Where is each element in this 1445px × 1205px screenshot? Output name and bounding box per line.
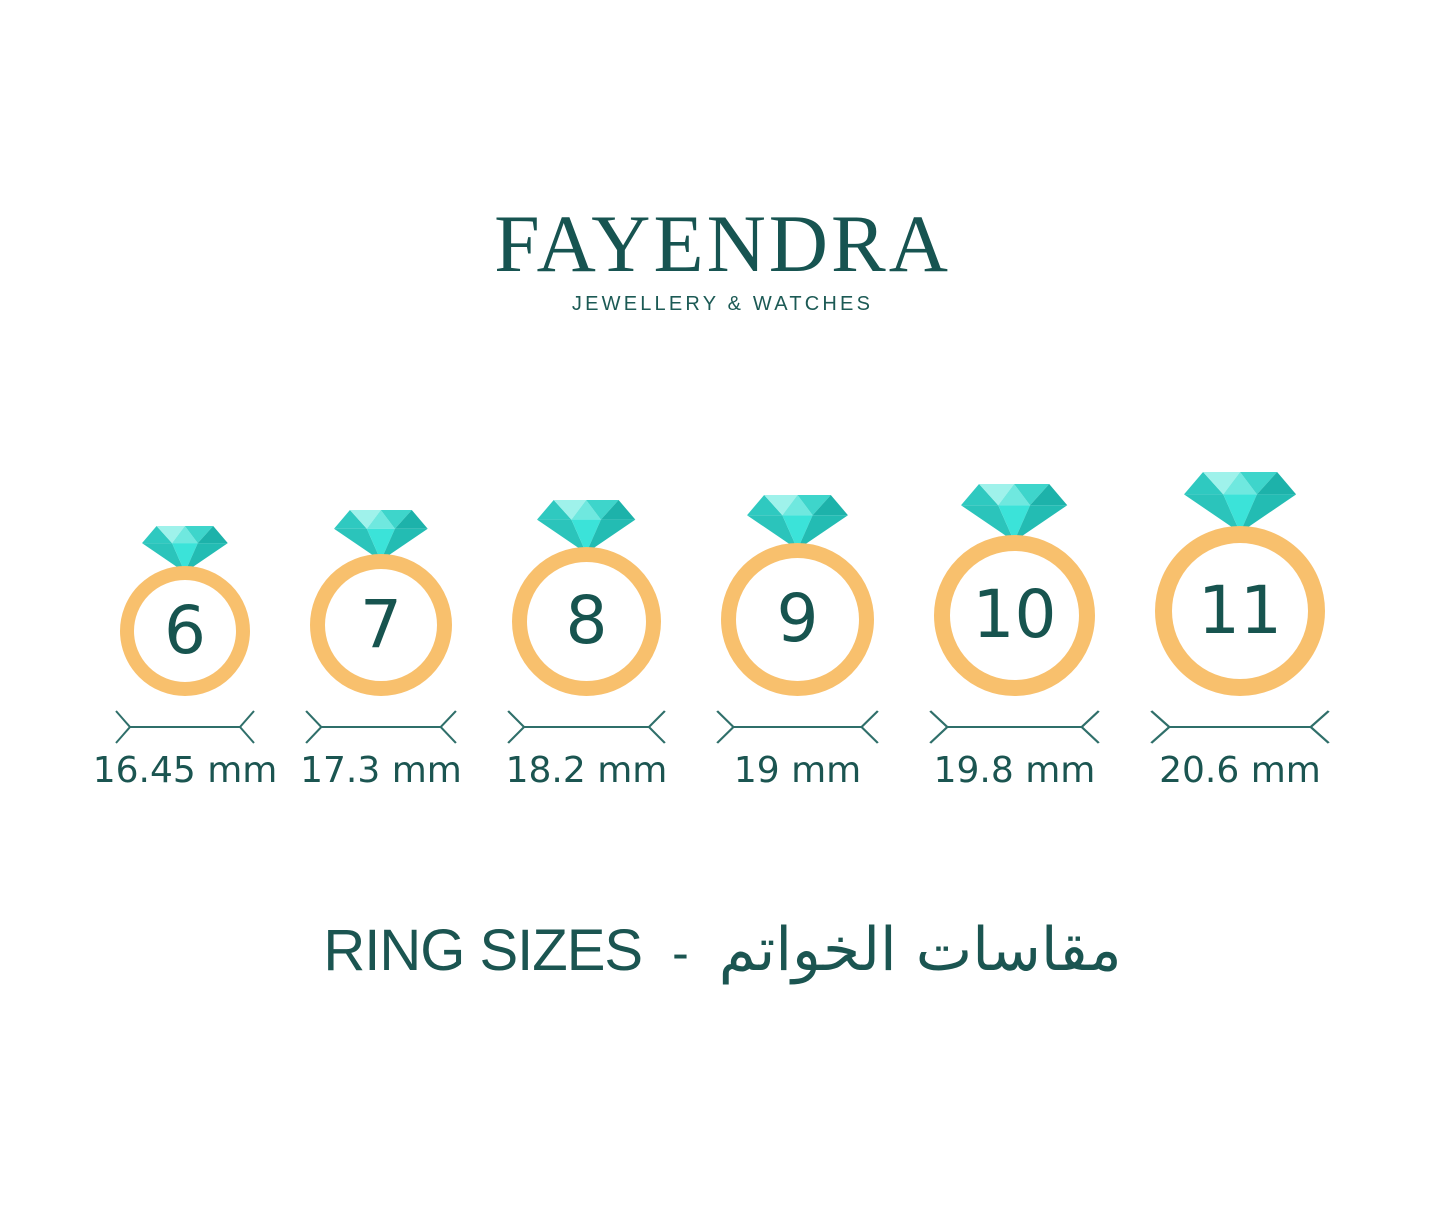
title-arabic: مقاسات الخواتم — [718, 914, 1122, 985]
ring-size-number: 11 — [1198, 571, 1282, 649]
diamond-gem-icon — [142, 526, 228, 573]
ring-size-number: 7 — [360, 585, 402, 663]
dimension-arrow-icon — [115, 709, 255, 744]
ring-size-number: 10 — [972, 576, 1057, 654]
ring-item-size-10: 10 19.8 mm — [929, 484, 1100, 791]
ring-band: 11 — [1155, 525, 1325, 696]
ring-band: 6 — [120, 565, 250, 696]
ring-diameter-label: 18.2 mm — [505, 749, 668, 791]
diamond-gem-icon — [334, 509, 428, 561]
brand-header: FAYENDRA JEWELLERY & WATCHES — [0, 0, 1445, 316]
ring-diameter-label: 16.45 mm — [92, 749, 278, 791]
ring-diameter-label: 17.3 mm — [300, 749, 462, 791]
page-title: RING SIZES - مقاسات الخواتم — [0, 915, 1445, 985]
ring-band: 9 — [721, 542, 874, 696]
ring-item-size-11: 11 20.6 mm — [1150, 472, 1330, 791]
ring-diameter-label: 19 mm — [733, 749, 862, 791]
title-english: RING SIZES — [323, 917, 643, 983]
title-separator: - — [672, 924, 689, 981]
ring-item-size-8: 8 18.2 mm — [505, 500, 668, 791]
ring-size-chart: 6 16.45 mm 7 — [0, 472, 1445, 791]
ring-size-number: 8 — [565, 582, 608, 660]
dimension-arrow-icon — [929, 709, 1100, 744]
dimension-arrow-icon — [507, 709, 666, 744]
ring-size-number: 9 — [776, 580, 819, 658]
diamond-gem-icon — [1183, 472, 1297, 533]
ring-item-size-9: 9 19 mm — [716, 495, 879, 791]
dimension-arrow-icon — [716, 709, 879, 744]
ring-diameter-label: 19.8 mm — [933, 749, 1096, 791]
ring-band: 10 — [934, 534, 1095, 696]
brand-tagline: JEWELLERY & WATCHES — [571, 293, 874, 315]
brand-logo: FAYENDRA — [494, 198, 951, 289]
ring-band: 7 — [310, 553, 452, 696]
ring-diameter-label: 20.6 mm — [1159, 749, 1321, 791]
ring-band: 8 — [512, 546, 661, 696]
diamond-gem-icon — [961, 484, 1068, 542]
dimension-arrow-icon — [1150, 709, 1330, 744]
ring-item-size-7: 7 17.3 mm — [300, 509, 462, 791]
diamond-gem-icon — [747, 495, 848, 550]
diamond-gem-icon — [537, 500, 636, 554]
ring-item-size-6: 6 16.45 mm — [93, 526, 277, 791]
dimension-arrow-icon — [305, 709, 457, 744]
ring-size-number: 6 — [164, 591, 206, 669]
